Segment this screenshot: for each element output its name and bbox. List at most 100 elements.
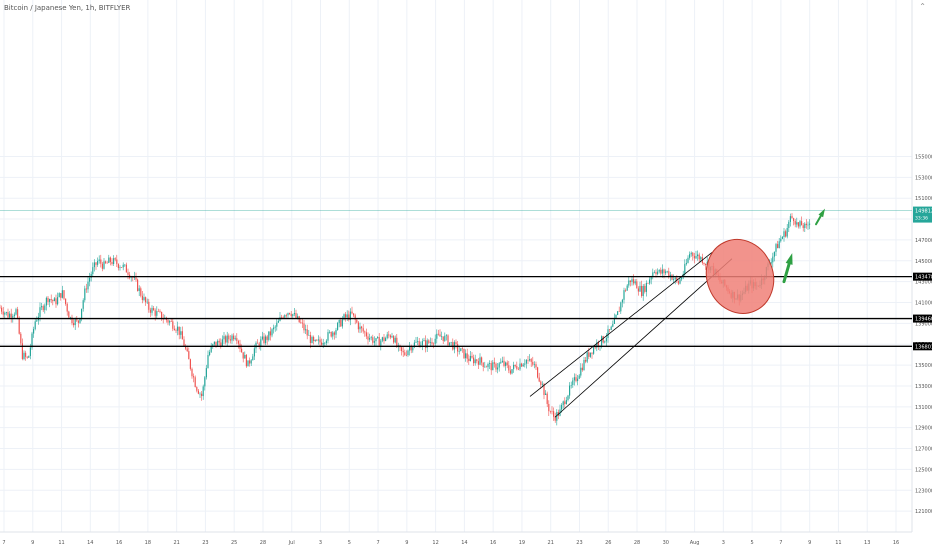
candle-body bbox=[178, 326, 180, 335]
candle-body bbox=[257, 342, 259, 344]
candle-body bbox=[618, 311, 620, 312]
candle-body bbox=[511, 369, 513, 374]
candle-body bbox=[677, 280, 679, 284]
candle-body bbox=[509, 370, 511, 374]
candle-body bbox=[801, 221, 803, 226]
candle-body bbox=[490, 363, 492, 371]
candle-body bbox=[660, 269, 662, 274]
candle-body bbox=[802, 225, 804, 228]
candle-body bbox=[111, 261, 113, 264]
candle-body bbox=[169, 321, 171, 323]
candle-body bbox=[325, 340, 327, 344]
candle-body bbox=[180, 331, 182, 335]
candle-body bbox=[613, 317, 615, 324]
candle-body bbox=[586, 352, 588, 362]
candle-body bbox=[548, 403, 550, 412]
candle-body bbox=[28, 355, 30, 358]
candle-body bbox=[135, 276, 137, 280]
candle-body bbox=[681, 277, 683, 280]
candle-body bbox=[226, 335, 228, 343]
candle-body bbox=[404, 352, 406, 355]
candle-body bbox=[141, 295, 143, 300]
candle-body bbox=[194, 377, 196, 388]
candle-body bbox=[231, 335, 233, 341]
candle-body bbox=[431, 342, 433, 344]
trend-channel-line bbox=[554, 258, 733, 418]
y-tick-label: 1330000 bbox=[915, 384, 932, 390]
up-arrow-head bbox=[785, 253, 793, 265]
candle-body bbox=[799, 221, 801, 227]
candle-body bbox=[401, 347, 403, 351]
candle-body bbox=[615, 315, 617, 318]
candle-body bbox=[516, 366, 518, 369]
candle-body bbox=[361, 326, 363, 329]
x-tick-label: 9 bbox=[405, 540, 408, 546]
candle-body bbox=[13, 314, 15, 317]
candle-body bbox=[207, 355, 209, 369]
candle-body bbox=[788, 221, 790, 229]
candle-body bbox=[354, 315, 356, 320]
candle-body bbox=[148, 301, 150, 310]
candle-body bbox=[301, 322, 303, 324]
candle-body bbox=[133, 276, 135, 278]
candle-body bbox=[697, 254, 699, 257]
last-price-label: 1498129 bbox=[915, 209, 932, 215]
candle-body bbox=[57, 297, 59, 305]
candle-body bbox=[517, 368, 519, 370]
candle-body bbox=[372, 337, 374, 343]
candle-body bbox=[441, 336, 443, 338]
candle-body bbox=[341, 319, 343, 327]
candle-body bbox=[545, 393, 547, 395]
candle-body bbox=[519, 363, 521, 370]
candle-body bbox=[213, 341, 215, 345]
candle-body bbox=[527, 360, 529, 361]
candle-body bbox=[351, 311, 353, 314]
candle-body bbox=[252, 356, 254, 361]
candle-body bbox=[199, 393, 201, 395]
candle-body bbox=[585, 359, 587, 362]
candle-body bbox=[508, 365, 510, 371]
y-tick-label: 1510000 bbox=[915, 196, 932, 202]
candle-body bbox=[497, 367, 499, 370]
candle-body bbox=[85, 288, 87, 290]
candle-body bbox=[551, 411, 553, 412]
candle-body bbox=[521, 363, 523, 367]
candle-body bbox=[314, 339, 316, 341]
candle-body bbox=[684, 264, 686, 274]
chevron-up-icon[interactable]: ⌃ bbox=[919, 2, 926, 11]
candle-body bbox=[434, 338, 436, 344]
candle-body bbox=[575, 377, 577, 382]
candle-body bbox=[218, 340, 220, 343]
candle-body bbox=[391, 336, 393, 338]
candle-body bbox=[549, 411, 551, 412]
candle-body bbox=[87, 281, 89, 290]
candle-body bbox=[385, 338, 387, 341]
candle-body bbox=[797, 222, 799, 227]
candle-body bbox=[303, 323, 305, 331]
candle-body bbox=[263, 336, 265, 344]
candle-body bbox=[273, 327, 275, 330]
candle-body bbox=[36, 320, 38, 322]
candle-body bbox=[524, 363, 526, 365]
candle-body bbox=[541, 383, 543, 385]
candle-body bbox=[489, 363, 491, 364]
candle-body bbox=[77, 320, 79, 323]
candle-body bbox=[601, 336, 603, 346]
candle-body bbox=[100, 259, 102, 264]
candle-body bbox=[98, 259, 100, 261]
candle-body bbox=[465, 353, 467, 359]
candle-body bbox=[620, 302, 622, 312]
candle-body bbox=[468, 358, 470, 362]
candle-body bbox=[161, 311, 163, 319]
candle-body bbox=[285, 315, 287, 316]
candle-body bbox=[770, 262, 772, 264]
x-tick-label: Jul bbox=[288, 540, 295, 546]
candle-body bbox=[364, 331, 366, 333]
candle-body bbox=[362, 328, 364, 332]
level-price-label: 1434782 bbox=[915, 275, 932, 281]
candle-body bbox=[25, 352, 27, 357]
candle-body bbox=[460, 348, 462, 352]
candle-body bbox=[108, 257, 110, 263]
candle-body bbox=[409, 346, 411, 351]
